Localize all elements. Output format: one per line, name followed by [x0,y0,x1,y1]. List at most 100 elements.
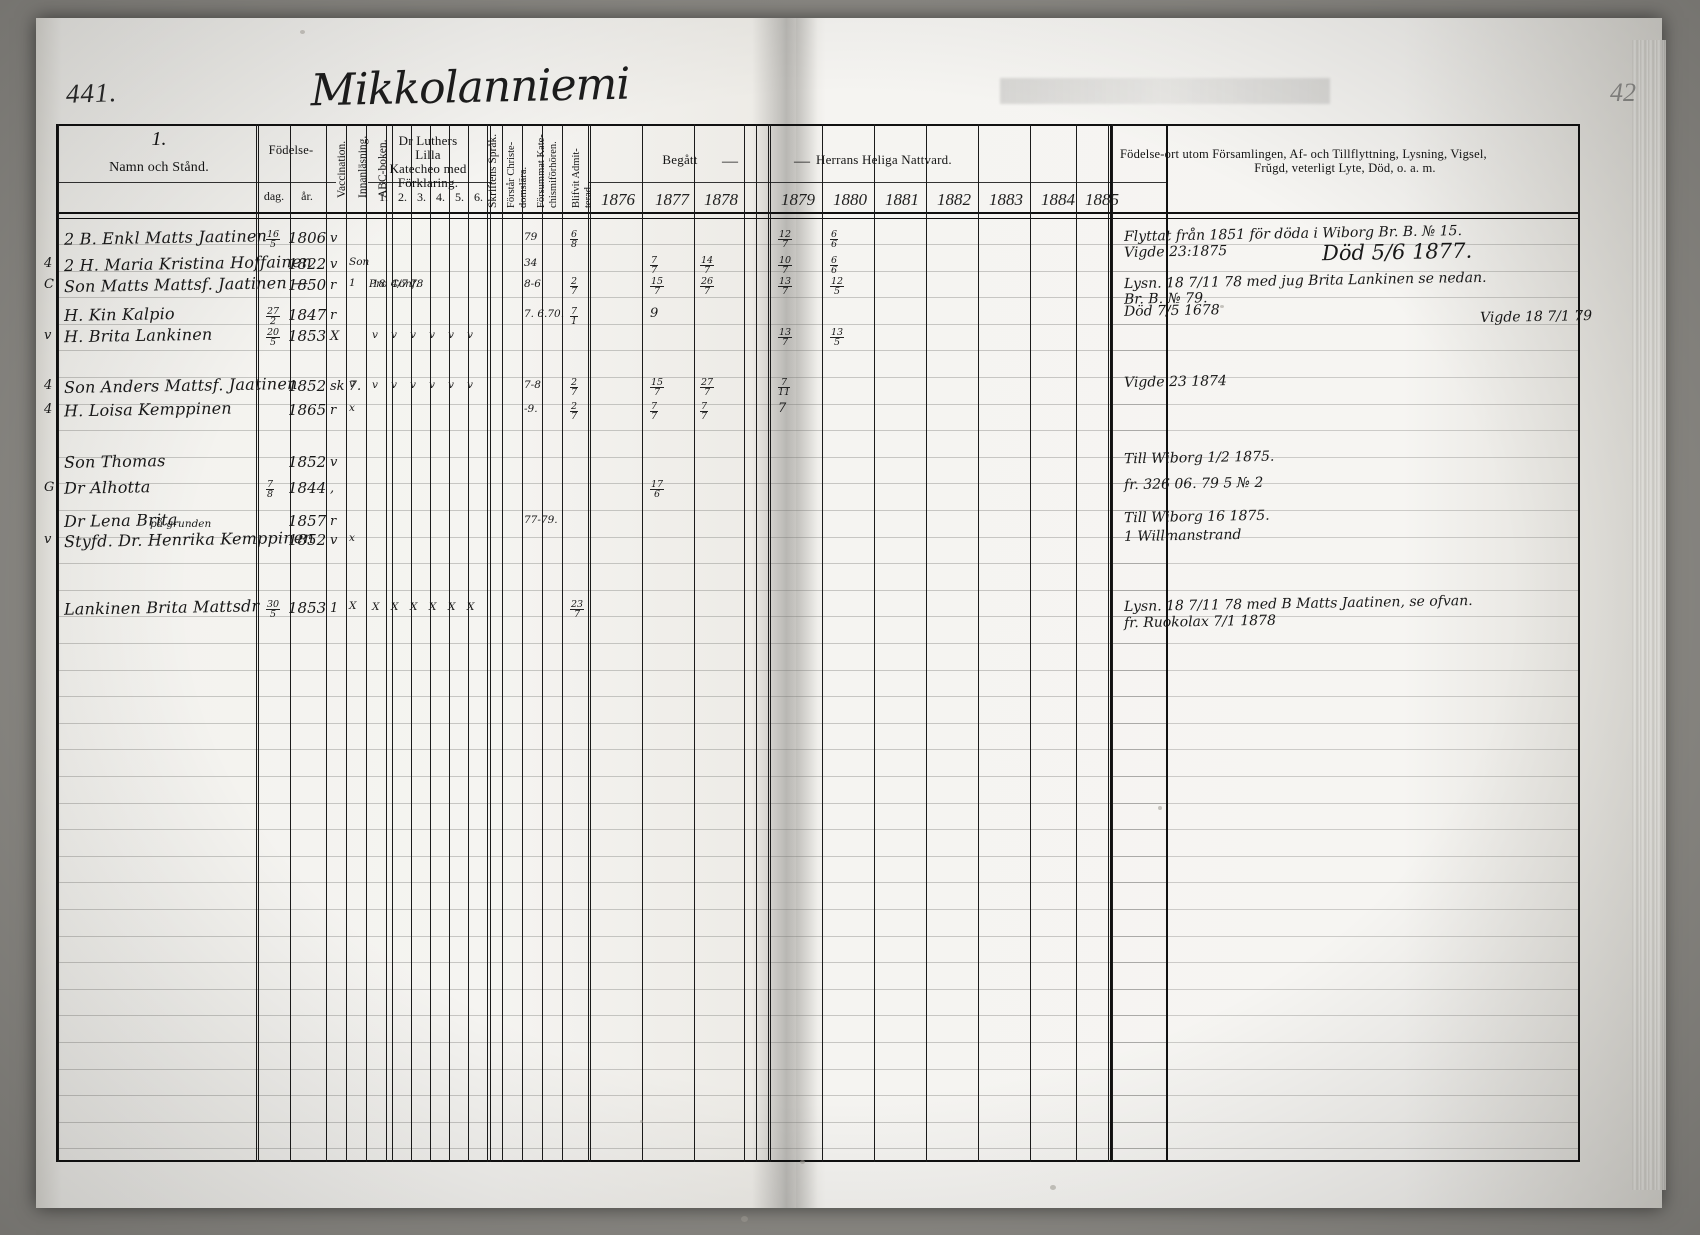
row-vaccination-1: v [330,257,338,272]
row-margin-mark-6: 4 [44,402,53,417]
row-vaccination-8: , [330,481,335,496]
header-understands-doctrine-l2: domslära. [518,166,529,208]
row-born-year-2: 1850 [288,276,327,294]
grid-rule [1112,616,1578,618]
grid-rule [1112,909,1578,910]
grid-rule [1166,124,1168,1162]
grid-rule [1112,1121,1578,1123]
grid-rule [588,124,589,1162]
header-cat-6: 6. [474,190,483,204]
row-catechism-11-0: X [372,601,380,613]
grid-rule [56,218,1168,219]
grid-rule [58,909,1166,910]
row-catechism-2-0: 18 [372,278,386,290]
row-y1879-6: 7 [778,401,787,416]
grid-rule [58,536,1166,538]
grid-rule [58,829,1166,831]
ink-smudge [1000,78,1330,104]
row-inward-reading-10: x [349,532,355,544]
row-vaccination-3: r [330,308,337,323]
left-page [36,18,796,1208]
row-catechism-4-2: v [410,329,416,341]
grid-rule [1112,403,1578,405]
grid-rule [58,403,1166,405]
grid-rule [1112,722,1578,724]
year-header-1882: 1882 [937,190,971,209]
row-catechism-4-4: v [448,329,454,341]
grid-rule [1112,802,1578,804]
header-notes-column: Födelse-ort utom Församlingen, Af- och T… [1120,147,1510,175]
row-name-0: 2 B. Enkl Matts Jaatinen [63,226,268,249]
grid-rule [744,124,745,1162]
row-catechism-5-2: v [410,379,416,391]
row-note-death-0: Död 5/6 1877. [1321,238,1473,266]
grid-rule [58,1068,1166,1070]
grid-rule [542,124,543,1162]
header-born-year: år. [301,189,313,203]
grid-rule [1112,323,1578,325]
row-y1878-2: 26 7 [700,276,715,297]
row-y1877-5: 15 7 [650,377,665,398]
grid-rule [58,350,1166,352]
header-vaccination: Vaccination. [336,140,348,198]
row-y1879-0: 12 7 [778,229,793,250]
grid-rule [58,589,1166,591]
row-catechism-4-3: v [429,329,435,341]
row-y1879-5: 7 11 [778,377,791,398]
row-catechism-4-0: v [372,329,378,341]
row-catechism-11-3: X [429,601,437,613]
row-born-year-0: 1806 [288,229,327,247]
grid-rule [58,483,1166,485]
grid-rule [1112,456,1578,458]
grid-rule [1112,297,1578,299]
row-catechism-11-2: X [410,601,418,613]
row-y1877-2: 15 7 [650,276,665,297]
row-born-day-4: 20 5 [266,327,281,348]
row-catechism-11-4: X [448,601,456,613]
grid-rule [762,182,1168,183]
row-vaccination-5: sk 7. [330,379,362,394]
row-vaccination-2: r [330,278,337,293]
row-born-year-6: 1865 [288,401,327,419]
page-edge-stack [1632,40,1666,1190]
header-notes-l2: Frŭgd, veterligt Lyte, Död, o. a. m. [1254,161,1436,175]
header-communion-nattvard: Herrans Heliga Nattvard. [816,153,1026,167]
row-y1880-4: 13 5 [830,327,845,348]
row-inward-reading-6: x [349,402,355,414]
grid-rule [58,1148,1166,1150]
grid-rule [1112,244,1578,245]
grid-rule [58,456,1166,458]
grid-rule [58,643,1166,644]
row-missed-catechism-9: 77-79. [524,514,558,526]
row-note-line1-10: 1 Willmanstrand [1123,526,1242,546]
header-cat-3: 3. [417,190,426,204]
grid-rule [58,855,1166,857]
grid-rule [1112,270,1578,272]
row-inward-reading-2: 1 [349,277,356,289]
header-born-day: dag. [263,189,285,203]
header-catechism-l1: Dr Luthers Lilla [398,133,458,162]
grid-rule [756,124,757,1162]
row-catechism-11-5: X [467,601,475,613]
row-abc-book-2: Pro Conf. [369,278,419,290]
row-margin-mark-2: C [44,277,54,292]
grid-rule [326,124,327,1162]
scan-speck-2 [741,1216,748,1222]
row-born-year-11: 1853 [288,599,327,617]
grid-rule [1112,988,1578,990]
row-catechism-4-5: v [467,329,473,341]
grid-rule [58,722,1166,724]
row-y1880-2: 12 5 [830,276,845,297]
grid-rule [392,124,393,1162]
folio-number-right: 42 [1610,78,1636,107]
grid-rule [1112,643,1578,644]
year-header-1877: 1877 [655,190,689,209]
scan-speck-6 [640,1120,643,1123]
header-section-number: 1. [151,128,167,150]
grid-rule [56,182,336,183]
row-missed-catechism-6: -9. [524,403,538,415]
grid-rule [58,882,1166,884]
